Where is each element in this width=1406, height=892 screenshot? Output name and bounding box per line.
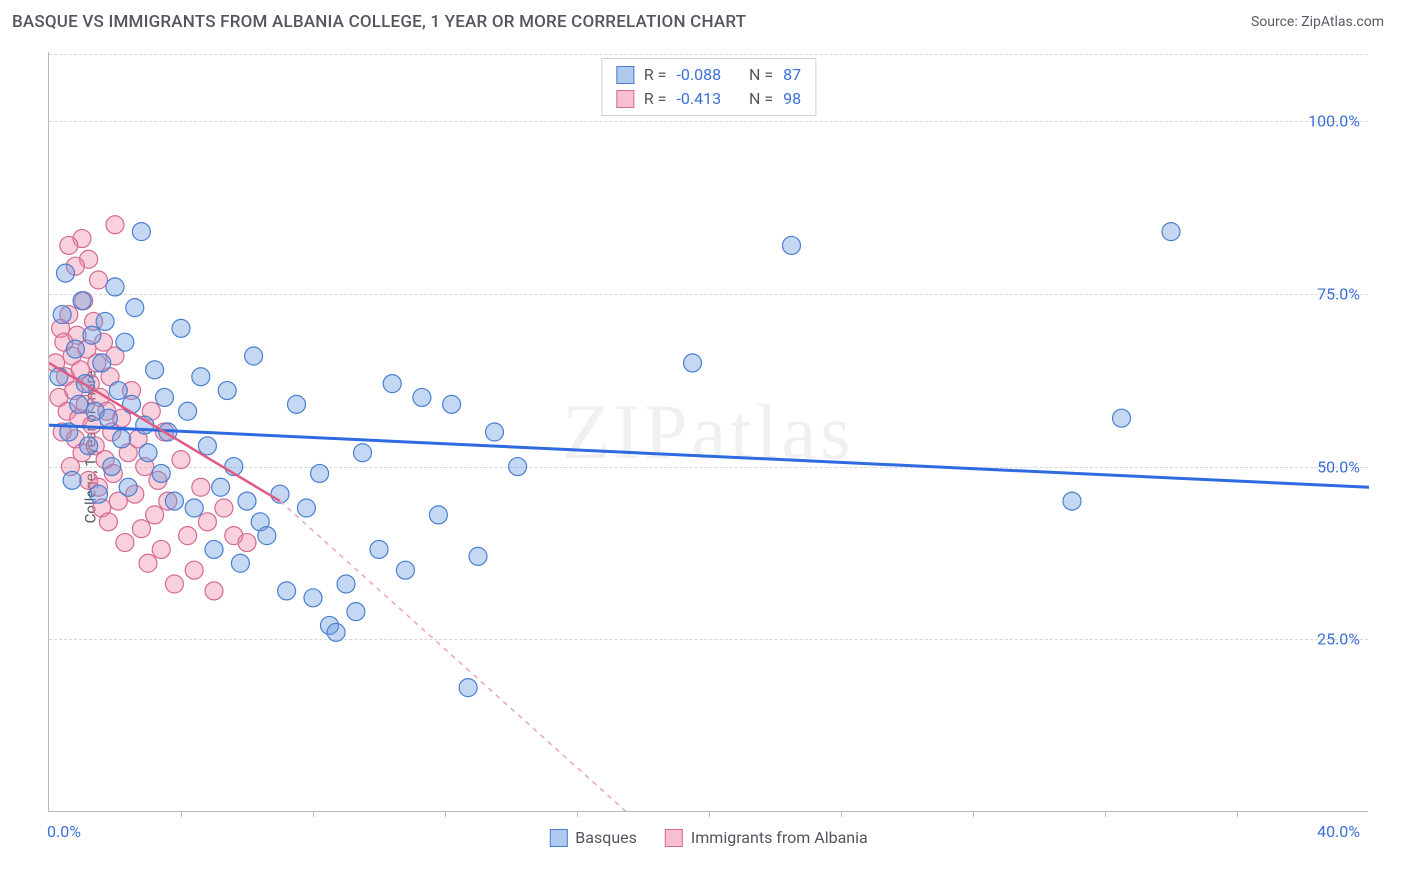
- source-link[interactable]: ZipAtlas.com: [1301, 14, 1384, 30]
- legend-label: Basques: [575, 828, 637, 847]
- n-label: N =: [749, 63, 773, 87]
- swatch-pink-icon: [616, 90, 634, 108]
- corr-row-basques: R = -0.088 N = 87: [616, 63, 801, 87]
- n-value: 98: [783, 87, 801, 111]
- r-value: -0.413: [676, 87, 721, 111]
- r-value: -0.088: [676, 63, 721, 87]
- source-attribution: Source: ZipAtlas.com: [1251, 14, 1384, 30]
- plot-area: ZIPatlas 25.0%50.0%75.0%100.0% R = -0.08…: [48, 52, 1368, 812]
- swatch-blue-icon: [549, 829, 567, 847]
- r-label: R =: [644, 63, 667, 87]
- legend-label: Immigrants from Albania: [691, 828, 868, 847]
- scatter-svg: [49, 52, 1369, 812]
- swatch-blue-icon: [616, 66, 634, 84]
- legend-item-albania: Immigrants from Albania: [665, 828, 868, 847]
- chart-container: College, 1 year or more ZIPatlas 25.0%50…: [48, 52, 1388, 842]
- n-label: N =: [749, 87, 773, 111]
- correlation-box: R = -0.088 N = 87 R = -0.413 N = 98: [601, 58, 816, 116]
- chart-header: BASQUE VS IMMIGRANTS FROM ALBANIA COLLEG…: [0, 0, 1406, 40]
- legend-item-basques: Basques: [549, 828, 637, 847]
- chart-title: BASQUE VS IMMIGRANTS FROM ALBANIA COLLEG…: [12, 12, 746, 32]
- source-prefix: Source:: [1251, 14, 1301, 30]
- origin-label: 0.0%: [47, 822, 81, 841]
- n-value: 87: [783, 63, 801, 87]
- xmax-label: 40.0%: [1317, 822, 1360, 841]
- corr-row-albania: R = -0.413 N = 98: [616, 87, 801, 111]
- r-label: R =: [644, 87, 667, 111]
- swatch-pink-icon: [665, 829, 683, 847]
- bottom-legend: Basques Immigrants from Albania: [549, 828, 867, 847]
